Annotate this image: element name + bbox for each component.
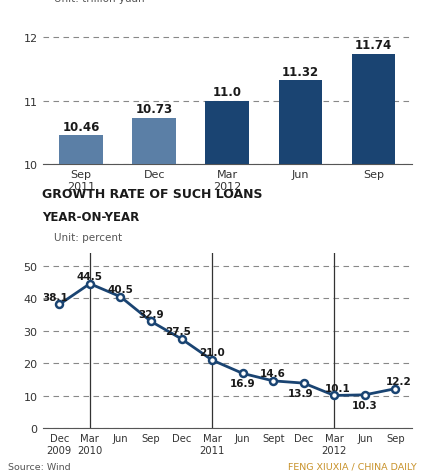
Text: 16.9: 16.9 xyxy=(230,378,255,388)
Bar xyxy=(351,55,395,165)
Text: Unit: percent: Unit: percent xyxy=(54,233,122,243)
Text: 10.46: 10.46 xyxy=(62,120,100,133)
Text: 11.0: 11.0 xyxy=(213,86,242,99)
Bar xyxy=(132,119,176,165)
Text: FENG XIUXIA / CHINA DAILY: FENG XIUXIA / CHINA DAILY xyxy=(288,462,416,471)
Text: 12.2: 12.2 xyxy=(385,376,411,386)
Text: 10.73: 10.73 xyxy=(136,103,173,116)
Text: Unit: trillion yuan: Unit: trillion yuan xyxy=(54,0,144,4)
Text: 10.1: 10.1 xyxy=(325,383,350,393)
Text: YEAR-ON-YEAR: YEAR-ON-YEAR xyxy=(42,210,140,224)
Text: 32.9: 32.9 xyxy=(138,309,164,319)
Text: Source: Wind: Source: Wind xyxy=(8,462,71,471)
Text: 27.5: 27.5 xyxy=(166,327,191,337)
Text: 11.74: 11.74 xyxy=(355,39,392,52)
Text: 44.5: 44.5 xyxy=(77,271,103,281)
Bar xyxy=(278,81,323,165)
Text: 38.1: 38.1 xyxy=(42,292,68,302)
Bar xyxy=(205,101,249,165)
Bar xyxy=(60,136,103,165)
Text: 13.9: 13.9 xyxy=(288,388,314,398)
Text: 10.3: 10.3 xyxy=(352,400,378,410)
Text: 21.0: 21.0 xyxy=(199,347,225,357)
Text: GROWTH RATE OF SUCH LOANS: GROWTH RATE OF SUCH LOANS xyxy=(42,188,263,201)
Text: 14.6: 14.6 xyxy=(260,368,286,378)
Text: 11.32: 11.32 xyxy=(282,66,319,79)
Text: 40.5: 40.5 xyxy=(108,284,133,294)
